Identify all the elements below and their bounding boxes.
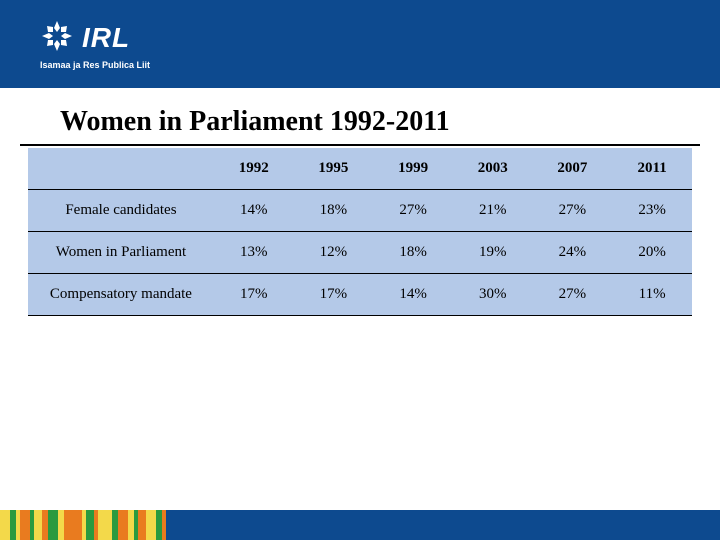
table-cell: 23% [612, 190, 692, 232]
table-header-year: 2011 [612, 148, 692, 190]
table-cell: 27% [533, 190, 613, 232]
table-cell: 14% [214, 190, 294, 232]
table-cell: 19% [453, 232, 533, 274]
footer-stripe [0, 510, 10, 540]
footer-stripe [146, 510, 156, 540]
footer [0, 510, 720, 540]
footer-stripe [34, 510, 42, 540]
table-cell: 27% [533, 274, 613, 316]
footer-stripe [98, 510, 112, 540]
table-row: Women in Parliament 13% 12% 18% 19% 24% … [28, 232, 692, 274]
data-table-wrap: 1992 1995 1999 2003 2007 2011 Female can… [0, 146, 720, 316]
footer-stripe [48, 510, 58, 540]
logo-text: IRL [82, 22, 130, 54]
row-label: Compensatory mandate [28, 274, 214, 316]
table-header-row: 1992 1995 1999 2003 2007 2011 [28, 148, 692, 190]
footer-stripe [118, 510, 128, 540]
logo: IRL Isamaa ja Res Publica Liit [40, 19, 150, 70]
footer-stripe [86, 510, 94, 540]
footer-stripe [64, 510, 82, 540]
table-cell: 30% [453, 274, 533, 316]
table-header-year: 1992 [214, 148, 294, 190]
table-cell: 18% [373, 232, 453, 274]
table-cell: 11% [612, 274, 692, 316]
footer-blue [166, 510, 720, 540]
table-header-year: 1995 [294, 148, 374, 190]
table-cell: 21% [453, 190, 533, 232]
table-cell: 27% [373, 190, 453, 232]
table-header-year: 1999 [373, 148, 453, 190]
table-cell: 17% [294, 274, 374, 316]
footer-stripe [138, 510, 146, 540]
table-header-year: 2007 [533, 148, 613, 190]
footer-stripes [0, 510, 166, 540]
header-band: IRL Isamaa ja Res Publica Liit [0, 0, 720, 88]
table-header-year: 2003 [453, 148, 533, 190]
table-cell: 17% [214, 274, 294, 316]
table-cell: 20% [612, 232, 692, 274]
page-title: Women in Parliament 1992-2011 [20, 88, 700, 146]
footer-stripe [20, 510, 30, 540]
logo-icon [40, 19, 74, 58]
table-row: Compensatory mandate 17% 17% 14% 30% 27%… [28, 274, 692, 316]
logo-subtitle: Isamaa ja Res Publica Liit [40, 60, 150, 70]
table-cell: 24% [533, 232, 613, 274]
table-cell: 12% [294, 232, 374, 274]
row-label: Female candidates [28, 190, 214, 232]
table-cell: 18% [294, 190, 374, 232]
table-cell: 14% [373, 274, 453, 316]
table-cell: 13% [214, 232, 294, 274]
row-label: Women in Parliament [28, 232, 214, 274]
table-header-blank [28, 148, 214, 190]
data-table: 1992 1995 1999 2003 2007 2011 Female can… [28, 148, 692, 316]
table-row: Female candidates 14% 18% 27% 21% 27% 23… [28, 190, 692, 232]
